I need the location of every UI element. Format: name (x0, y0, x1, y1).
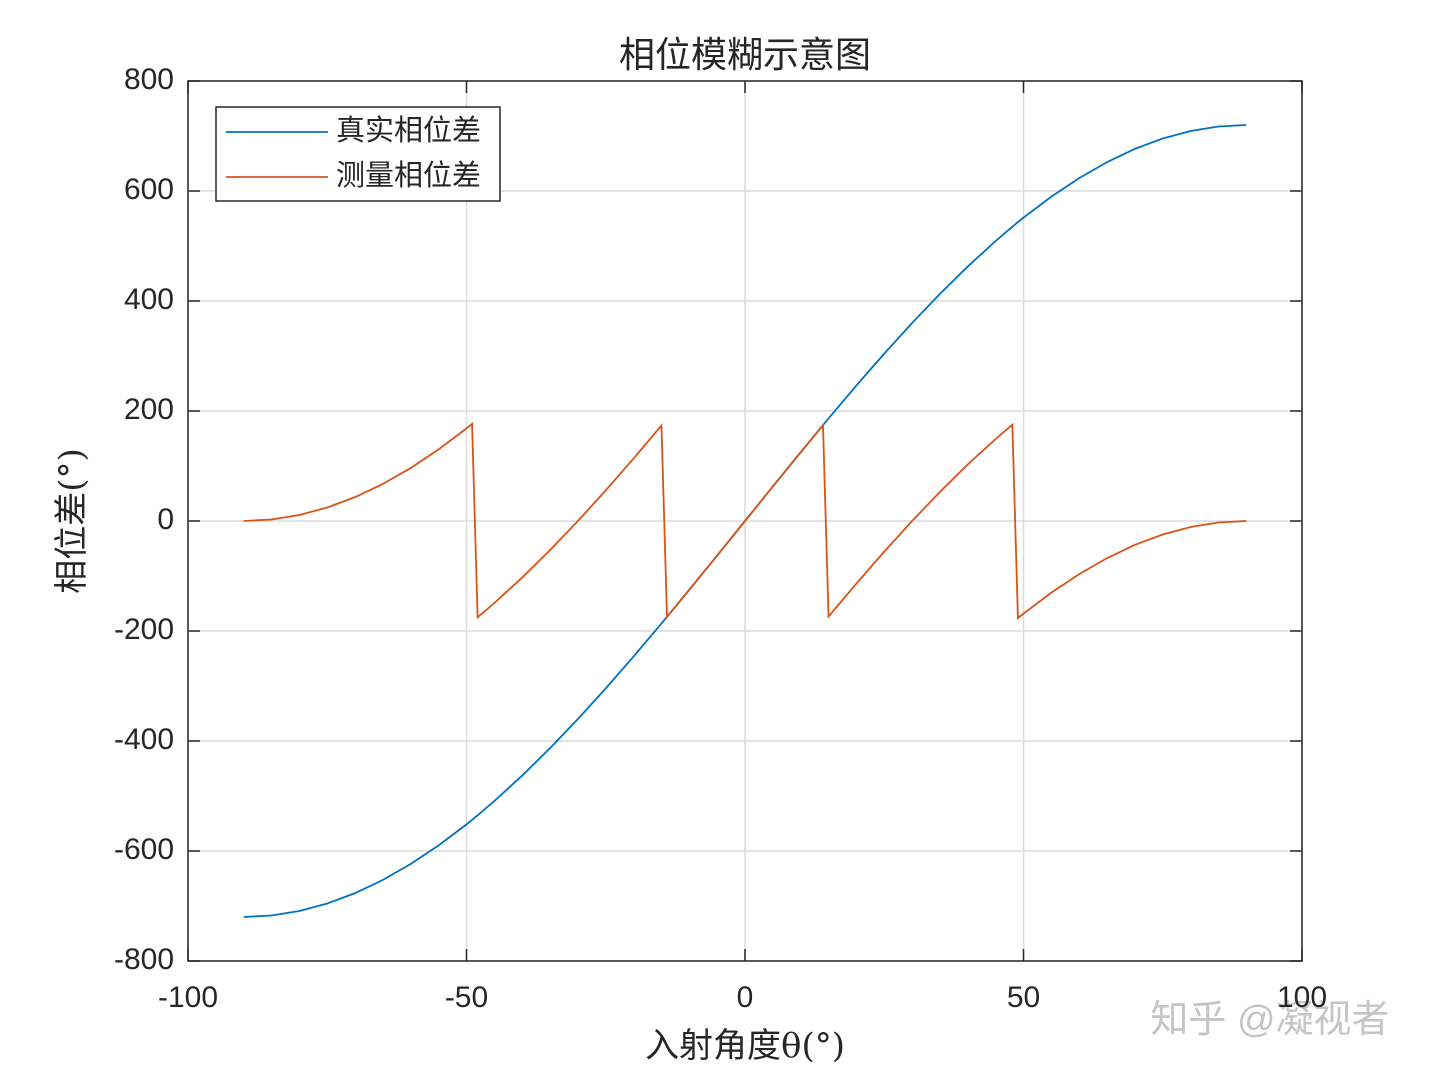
y-tick-label: -800 (114, 943, 174, 976)
chart-title: 相位模糊示意图 (619, 35, 871, 76)
data-line (243, 422, 1247, 620)
y-tick-label: 600 (124, 173, 174, 206)
y-tick-label: -600 (114, 833, 174, 866)
x-tick-label: 100 (1277, 981, 1327, 1014)
legend-box (215, 106, 501, 202)
plot-frame (187, 80, 1303, 962)
y-tick-label: -400 (114, 723, 174, 756)
x-tick-label: -50 (445, 981, 488, 1014)
y-tick-label: 800 (124, 63, 174, 96)
y-tick-label: 0 (157, 503, 174, 536)
x-tick-label: 50 (1007, 981, 1040, 1014)
y-tick-label: -200 (114, 613, 174, 646)
watermark: 知乎 @凝视者 (1150, 999, 1389, 1041)
legend-label: 真实相位差 (336, 113, 481, 147)
legend-label: 测量相位差 (336, 158, 481, 192)
x-tick-label: -100 (158, 981, 218, 1014)
y-tick-label: 400 (124, 283, 174, 316)
x-tick-label: 0 (737, 981, 754, 1014)
x-axis-label: 入射角度θ(°) (645, 1026, 845, 1066)
y-axis-label: 相位差(°) (52, 448, 92, 594)
y-tick-label: 200 (124, 393, 174, 426)
